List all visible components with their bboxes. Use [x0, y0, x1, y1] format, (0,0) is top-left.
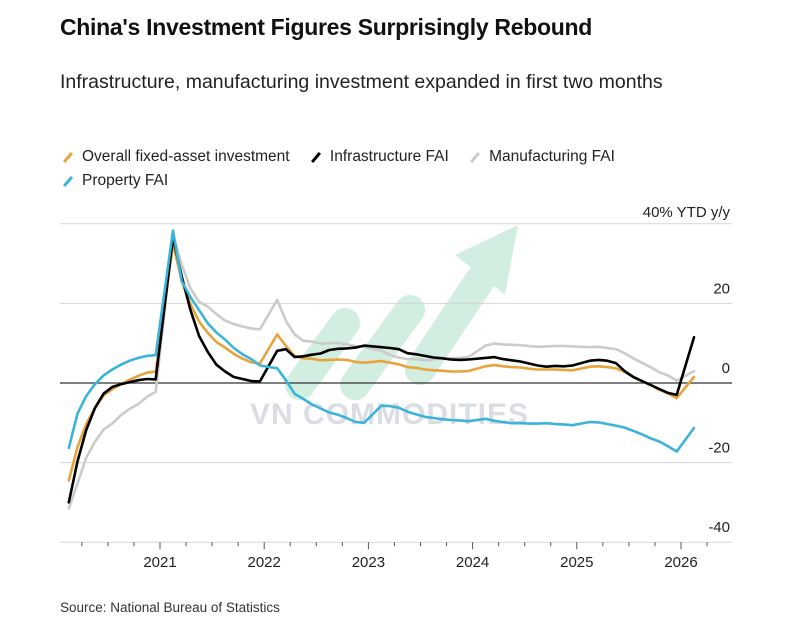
y-tick-label: -20 — [708, 440, 730, 457]
legend-swatch — [470, 151, 481, 163]
chart-title: China's Investment Figures Surprisingly … — [60, 14, 592, 40]
legend-swatch — [310, 151, 321, 163]
x-tick-label: 2025 — [560, 554, 593, 571]
line-chart: VN COMMODITIES 40% YTD y/y 20 0 -20 -40 2021… — [60, 204, 732, 571]
series-line-property-fai — [67, 229, 696, 453]
legend-label: Manufacturing FAI — [489, 148, 615, 165]
legend-label: Property FAI — [82, 172, 169, 189]
legend: Overall fixed-asset investment Infrastru… — [60, 145, 760, 193]
series-line-overall-fixed-asset-investment — [67, 242, 696, 482]
legend-item-overall: Overall fixed-asset investment — [60, 145, 290, 169]
legend-swatch — [62, 151, 74, 163]
legend-item-property: Property FAI — [60, 169, 168, 193]
legend-label: Overall fixed-asset investment — [82, 148, 290, 165]
legend-item-infrastructure: Infrastructure FAI — [308, 145, 449, 169]
x-tick-label: 2023 — [352, 554, 385, 571]
legend-item-manufacturing: Manufacturing FAI — [467, 145, 615, 169]
source-note: Source: National Bureau of Statistics — [60, 600, 280, 615]
y-tick-label: 40% YTD y/y — [643, 204, 731, 221]
x-tick-label: 2024 — [456, 554, 489, 571]
legend-swatch — [62, 175, 74, 187]
x-tick-label: 2022 — [248, 554, 281, 571]
x-tick-label: 2021 — [143, 554, 176, 571]
chart-subtitle: Infrastructure, manufacturing investment… — [60, 71, 663, 93]
watermark: VN COMMODITIES — [250, 225, 529, 431]
y-tick-label: 0 — [722, 360, 730, 377]
watermark-text: VN COMMODITIES — [250, 398, 529, 431]
y-tick-label: -40 — [708, 519, 730, 536]
y-tick-label: 20 — [713, 280, 730, 297]
x-tick-label: 2026 — [664, 554, 697, 571]
legend-label: Infrastructure FAI — [329, 148, 449, 165]
